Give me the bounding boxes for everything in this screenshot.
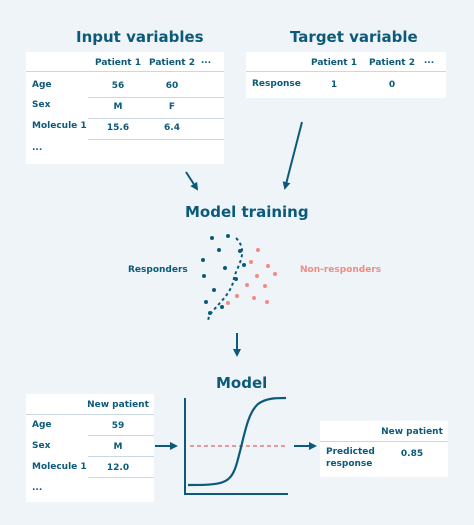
prediction-col-header: New patient [381,427,443,437]
arrow-target-to-training [282,121,303,190]
prediction-value: 0.85 [400,449,424,459]
target-col-ellipsis: ... [423,56,435,66]
new-patient-age-value: 59 [111,421,125,431]
prediction-row-label-line2: response [326,459,373,469]
input-header-divider [26,71,224,72]
new-patient-molecule-value: 12.0 [106,463,130,473]
input-col-ellipsis: ... [200,56,212,66]
responder-point [212,288,216,292]
responder-point [238,249,242,253]
responder-point [202,274,206,278]
new-patient-row-divider [88,435,154,436]
non-responder-point [226,301,230,305]
responder-point [204,300,208,304]
target-row-response-p1: 1 [330,80,338,90]
model-title: Model [216,374,268,392]
responder-point [220,305,224,309]
responder-point [242,263,246,267]
input-row-ellipsis-label: ... [32,143,43,153]
input-row-divider [88,118,224,119]
non-responder-point [249,260,253,264]
target-col-patient-2: Patient 2 [368,58,416,68]
target-variable-table: Patient 1 Patient 2 ... Response 1 0 [246,52,446,98]
input-col-patient-2: Patient 2 [148,58,196,68]
input-variables-title: Input variables [76,28,204,46]
input-row-age-p2: 60 [165,81,179,91]
non-responder-point [265,300,269,304]
target-row-response-p2: 0 [388,80,396,90]
input-row-divider [88,97,224,98]
new-patient-col-header: New patient [87,400,149,410]
model-training-title: Model training [185,203,309,221]
non-responder-point [255,274,259,278]
input-row-age-label: Age [32,80,52,90]
non-responder-point [256,248,260,252]
input-variables-table: Patient 1 Patient 2 ... Age 56 60 Sex M … [26,52,224,164]
decision-boundary [207,237,244,323]
prediction-header-divider [320,441,448,442]
prediction-table: New patient Predicted response 0.85 [320,421,448,477]
responder-point [210,236,214,240]
input-row-sex-p1: M [113,102,123,112]
new-patient-sex-value: M [113,442,123,452]
target-row-response-label: Response [252,79,301,89]
non-responder-point [245,283,249,287]
input-row-sex-label: Sex [32,100,51,110]
new-patient-ellipsis-label: ... [32,483,43,493]
new-patient-sex-label: Sex [32,441,51,451]
new-patient-molecule-label: Molecule 1 [32,462,87,472]
non-responder-point [235,294,239,298]
non-responder-point [266,264,270,268]
non-responders-label: Non-responders [300,265,382,275]
arrow-input-to-training [185,171,199,191]
input-row-molecule-p2: 6.4 [164,123,180,133]
new-patient-header-divider [26,414,154,415]
new-patient-table: New patient Age 59 Sex M Molecule 1 12.0… [26,394,154,502]
target-col-patient-1: Patient 1 [310,58,358,68]
input-row-molecule-p1: 15.6 [106,123,130,133]
input-col-patient-1: Patient 1 [94,58,142,68]
responders-label: Responders [128,265,188,275]
new-patient-age-label: Age [32,420,52,430]
responder-point [201,258,205,262]
prediction-row-label-line1: Predicted [326,447,375,457]
input-row-sex-p2: F [168,102,176,112]
new-patient-row-divider [88,477,154,478]
non-responder-points [226,248,277,305]
responder-point [226,234,230,238]
target-variable-title: Target variable [290,28,418,46]
input-row-age-p1: 56 [111,81,125,91]
input-row-molecule-label: Molecule 1 [32,121,87,131]
non-responder-point [273,272,277,276]
new-patient-row-divider [88,456,154,457]
responder-point [223,266,227,270]
non-responder-point [252,296,256,300]
target-header-divider [246,71,446,72]
input-row-divider [88,139,224,140]
responder-points [201,234,246,315]
non-responder-point [263,284,267,288]
model-sigmoid-curve [187,396,287,487]
responder-point [217,248,221,252]
